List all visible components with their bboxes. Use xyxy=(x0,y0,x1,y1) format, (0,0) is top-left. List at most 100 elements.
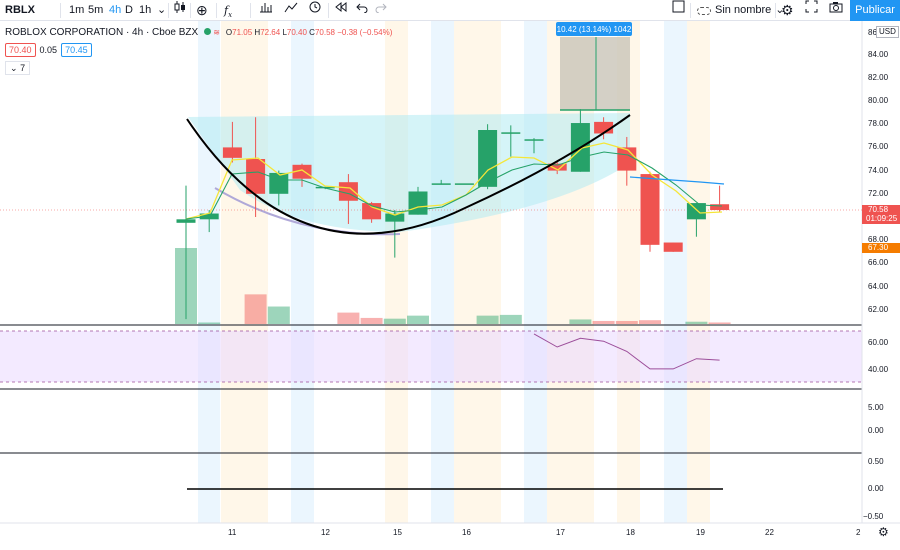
price-tick-label: 72.00 xyxy=(868,188,889,198)
layout-name-menu[interactable]: Sin nombre ⌄ xyxy=(697,0,784,21)
volume-bar xyxy=(476,315,499,324)
currency-label: USD xyxy=(876,26,899,38)
interval-1m[interactable]: 1m xyxy=(69,4,85,16)
time-axis[interactable]: 11 12 15 16 17 18 19 22 2 ⚙ xyxy=(0,523,900,550)
volume-bar xyxy=(685,321,708,324)
candle-body xyxy=(478,130,498,187)
time-tick-label: 2 xyxy=(856,528,861,537)
session-bands xyxy=(198,21,710,523)
candles xyxy=(176,109,730,320)
ema-slow-line xyxy=(185,151,723,220)
buy-price-button[interactable]: 70.45 xyxy=(61,43,92,57)
spread-value: 0.05 xyxy=(39,45,58,55)
price-tick-label: 84.00 xyxy=(868,49,889,59)
axis-settings-gear-icon[interactable]: ⚙ xyxy=(878,525,889,539)
volume-bar xyxy=(383,318,406,324)
chevron-down-icon[interactable]: ⌄ xyxy=(157,4,167,16)
candle-body xyxy=(710,204,730,211)
pane4-tick-label: 0.00 xyxy=(868,484,884,493)
chevron-down-icon: ⌄ xyxy=(775,4,785,16)
volume-bar xyxy=(569,319,592,324)
candle-body xyxy=(524,139,544,141)
price-tick-label: 76.00 xyxy=(868,142,889,152)
volume-bar xyxy=(267,306,290,324)
bar-chart-icon[interactable] xyxy=(259,0,273,21)
chart-canvas[interactable]: 10.42 (13.14%) 1042 xyxy=(0,21,900,550)
volume-bar xyxy=(592,320,615,324)
countdown-label: 01:09:25 xyxy=(862,214,900,224)
cup-pattern-fill xyxy=(188,113,630,232)
candle-body xyxy=(594,121,614,134)
sell-price-button[interactable]: 70.40 xyxy=(5,43,36,57)
line-chart-icon[interactable] xyxy=(284,0,298,21)
replay-icon[interactable] xyxy=(335,0,347,21)
camera-icon[interactable] xyxy=(829,0,843,21)
candle-body xyxy=(222,147,242,158)
price-tick-label: 68.00 xyxy=(868,235,889,245)
cup-arc-drawing[interactable] xyxy=(186,114,631,235)
volume-bar xyxy=(499,314,522,324)
add-compare-icon[interactable]: ⊕ xyxy=(196,2,208,18)
fullscreen-box-icon[interactable] xyxy=(672,0,685,21)
candle-body xyxy=(663,242,683,252)
time-tick-label: 22 xyxy=(765,528,774,537)
settings-gear-icon[interactable]: ⚙ xyxy=(781,2,794,18)
candle-body xyxy=(617,147,637,171)
cloud-icon xyxy=(697,6,711,15)
toolbar-divider xyxy=(216,3,217,18)
candle-body xyxy=(431,183,451,185)
candle-body xyxy=(640,174,660,245)
volume-bar xyxy=(708,322,731,324)
layout-name-label: Sin nombre xyxy=(715,4,772,16)
price-tick-label: 64.00 xyxy=(868,281,889,291)
interval-1h[interactable]: 1h xyxy=(139,4,152,16)
measure-box[interactable] xyxy=(560,37,630,110)
price-axis[interactable]: 86 USD 84.00 82.00 80.00 78.00 76.00 74.00 72.00… xyxy=(862,21,900,523)
publish-button[interactable]: Publicar xyxy=(850,0,900,21)
session-band xyxy=(664,21,687,523)
alert-icon[interactable] xyxy=(308,0,322,21)
toolbar-divider xyxy=(190,3,191,18)
price-tick-label: 74.00 xyxy=(868,165,889,175)
price-tick-label: 66.00 xyxy=(868,258,889,268)
interval-4h[interactable]: 4h xyxy=(109,4,122,16)
live-indicator: ≋ xyxy=(204,28,220,37)
time-tick-label: 17 xyxy=(556,528,565,537)
session-band xyxy=(431,21,454,523)
rsi-band xyxy=(0,331,862,382)
rsi-line xyxy=(533,333,720,370)
price-tick-label: 62.00 xyxy=(868,304,889,314)
price-tick-label: 82.00 xyxy=(868,72,889,82)
marker-price-label: 67.30 xyxy=(862,243,900,253)
toolbar-divider xyxy=(60,3,61,18)
ohlc-values: O71.05 H72.64 L70.40 C70.58 −0.38 (−0.54… xyxy=(225,28,393,37)
session-band xyxy=(524,21,547,523)
redo-icon[interactable] xyxy=(375,0,387,21)
price-tick-label: 78.00 xyxy=(868,119,889,129)
series-title[interactable]: ROBLOX CORPORATION · 4h · Cboe BZX xyxy=(5,27,199,38)
toolbar-divider xyxy=(250,3,251,18)
rsi-tick-label: 40.00 xyxy=(868,365,889,374)
measure-label: 10.42 (13.14%) 1042 xyxy=(557,25,632,34)
session-band xyxy=(385,21,408,523)
indicators-fx-icon[interactable]: fx xyxy=(224,4,233,20)
candle-body xyxy=(408,191,428,215)
candle-body xyxy=(454,183,474,185)
candle-body xyxy=(269,172,289,194)
interval-5m[interactable]: 5m xyxy=(88,4,104,16)
candle-body xyxy=(246,159,266,194)
pane4-tick-label: 0.50 xyxy=(868,457,884,466)
indicators-toggle[interactable]: ⌄ 7 xyxy=(5,61,31,75)
volume-bar xyxy=(407,315,429,324)
time-tick-label: 18 xyxy=(626,528,635,537)
time-tick-label: 12 xyxy=(321,528,330,537)
symbol-search[interactable]: RBLX xyxy=(5,4,35,16)
candle-body xyxy=(547,163,567,171)
fullscreen-icon[interactable] xyxy=(805,0,818,21)
volume-bar xyxy=(244,294,267,324)
candle-body xyxy=(292,164,312,179)
interval-d[interactable]: D xyxy=(125,4,133,16)
undo-icon[interactable] xyxy=(356,0,368,21)
volume-bar xyxy=(639,320,661,324)
candle-style-icon[interactable] xyxy=(174,0,186,21)
